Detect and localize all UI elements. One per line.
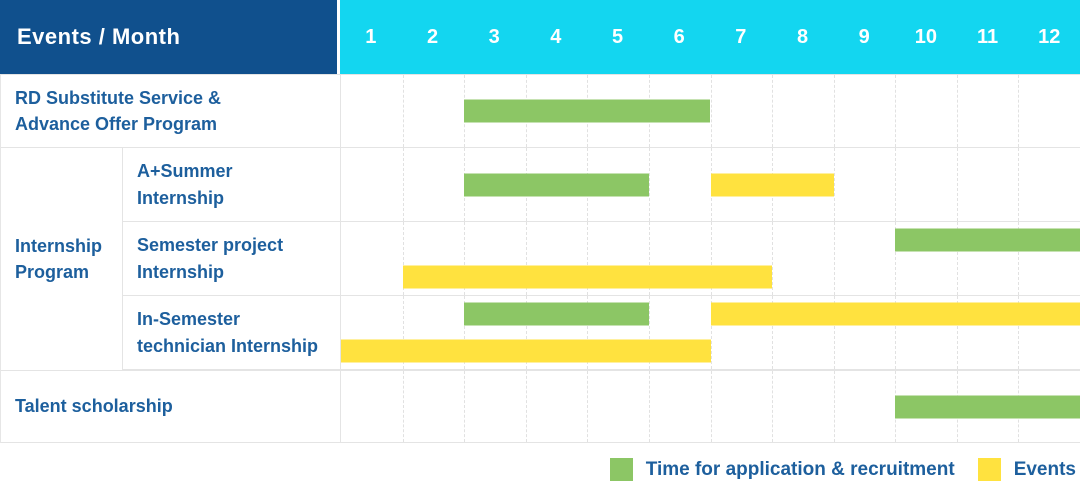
month-label: 7 [735,25,747,48]
chart-lane [341,371,1080,442]
yellow-bar [710,302,1080,326]
row-label-rd-substitute: RD Substitute Service & Advance Offer Pr… [15,87,222,134]
chart-row-rd-substitute [340,75,1080,147]
table-row-a-plus-summer: A+Summer Internship [123,148,1080,222]
chart-row-semester-project [340,222,1080,295]
green-bar [895,228,1080,252]
month-label: 12 [1038,25,1061,48]
table-header-row: Events / Month 1 2 3 4 5 6 7 8 9 10 11 12 [0,0,1080,74]
chart-row-talent-scholarship [340,371,1080,442]
legend-label-events: Events [1013,458,1076,480]
month-label: 9 [858,25,870,48]
month-label: 4 [550,25,562,48]
legend-item-events: Events [977,458,1076,481]
legend: Time for application & recruitment Event… [0,443,1080,494]
month-label: 1 [365,25,377,48]
green-bar [464,99,711,123]
month-header-row: 1 2 3 4 5 6 7 8 9 10 11 12 [340,0,1080,74]
yellow-bar [402,265,773,289]
table-row-talent-scholarship: Talent scholarship [1,371,1080,443]
table-row-semester-project: Semester project Internship [123,222,1080,296]
internship-program-group: Internship Program A+Summer Internship S… [1,148,1080,371]
green-swatch-icon [609,458,633,481]
chart-lane [341,296,1080,333]
row-label-a-plus-summer: A+Summer Internship [137,161,233,208]
table-body: RD Substitute Service & Advance Offer Pr… [0,74,1080,443]
yellow-bar [341,339,711,363]
legend-label-application-recruitment: Time for application & recruitment [645,458,955,480]
month-label: 3 [488,25,500,48]
events-month-header: Events / Month [0,0,337,74]
chart-row-in-semester-technician [340,296,1080,369]
green-bar [895,395,1080,418]
month-label: 6 [673,25,685,48]
legend-item-application-recruitment: Time for application & recruitment [609,458,955,481]
row-label-talent-scholarship: Talent scholarship [15,396,173,417]
month-label: 5 [611,25,624,48]
chart-lane [341,259,1080,296]
month-label: 8 [796,25,809,48]
yellow-bar [710,173,834,196]
table-row-in-semester-technician: In-Semester technician Internship [123,296,1080,370]
internship-program-subrows: A+Summer Internship Semester project Int… [123,148,1080,370]
row-label-semester-project: Semester project Internship [137,235,284,282]
green-bar [464,302,649,326]
table-row-rd-substitute: RD Substitute Service & Advance Offer Pr… [1,75,1080,148]
chart-lane [341,222,1080,259]
chart-row-a-plus-summer [340,148,1080,221]
chart-lane [341,148,1080,221]
yellow-swatch-icon [977,458,1001,481]
group-label-internship-program: Internship Program [1,148,123,370]
chart-lane [341,75,1080,147]
month-label: 10 [914,25,937,48]
row-label-in-semester-technician: In-Semester technician Internship [137,309,319,356]
chart-lane [341,333,1080,370]
month-label: 11 [976,25,999,48]
green-bar [464,173,649,196]
header-divider [337,0,340,74]
month-label: 2 [426,25,439,48]
